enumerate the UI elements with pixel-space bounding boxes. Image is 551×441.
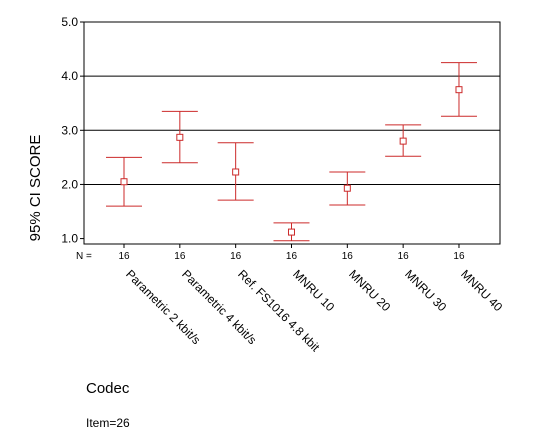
y-tick-label: 5.0 <box>61 15 78 29</box>
mean-marker <box>399 137 407 145</box>
y-tick-label: 2.0 <box>61 177 78 191</box>
n-value: 16 <box>118 251 130 262</box>
n-value: 16 <box>230 251 242 262</box>
plot-frame <box>83 21 501 245</box>
n-value: 16 <box>453 251 465 262</box>
x-axis-title: Codec <box>86 380 130 397</box>
y-axis-title: 95% CI SCORE <box>27 135 44 242</box>
chart-axes: 1.0 2.0 3.0 4.0 5.0 N = 16 16 16 16 16 16 16 <box>61 15 501 262</box>
mean-marker <box>287 228 295 236</box>
n-label: N = <box>76 251 92 262</box>
mean-marker <box>343 184 351 192</box>
errorbar-1 <box>106 156 142 207</box>
chart-marks <box>106 62 477 242</box>
y-tick-label: 1.0 <box>61 232 78 246</box>
mean-marker <box>232 168 240 176</box>
errorbar-7 <box>440 62 477 117</box>
n-value: 16 <box>398 251 410 262</box>
errorbar-2 <box>161 110 198 164</box>
y-tick-label: 4.0 <box>61 69 78 83</box>
errorbar-5 <box>329 171 366 206</box>
n-value: 16 <box>286 251 298 262</box>
y-tick-label: 3.0 <box>61 123 78 137</box>
mean-marker <box>120 178 128 186</box>
n-value: 16 <box>174 251 186 262</box>
errorbar-3 <box>217 142 254 201</box>
mean-marker <box>176 133 184 141</box>
errorbar-6 <box>385 124 422 157</box>
errorbar-4 <box>273 222 310 242</box>
footnote: Item=26 <box>86 416 130 430</box>
mean-marker <box>455 86 463 94</box>
n-value: 16 <box>342 251 354 262</box>
